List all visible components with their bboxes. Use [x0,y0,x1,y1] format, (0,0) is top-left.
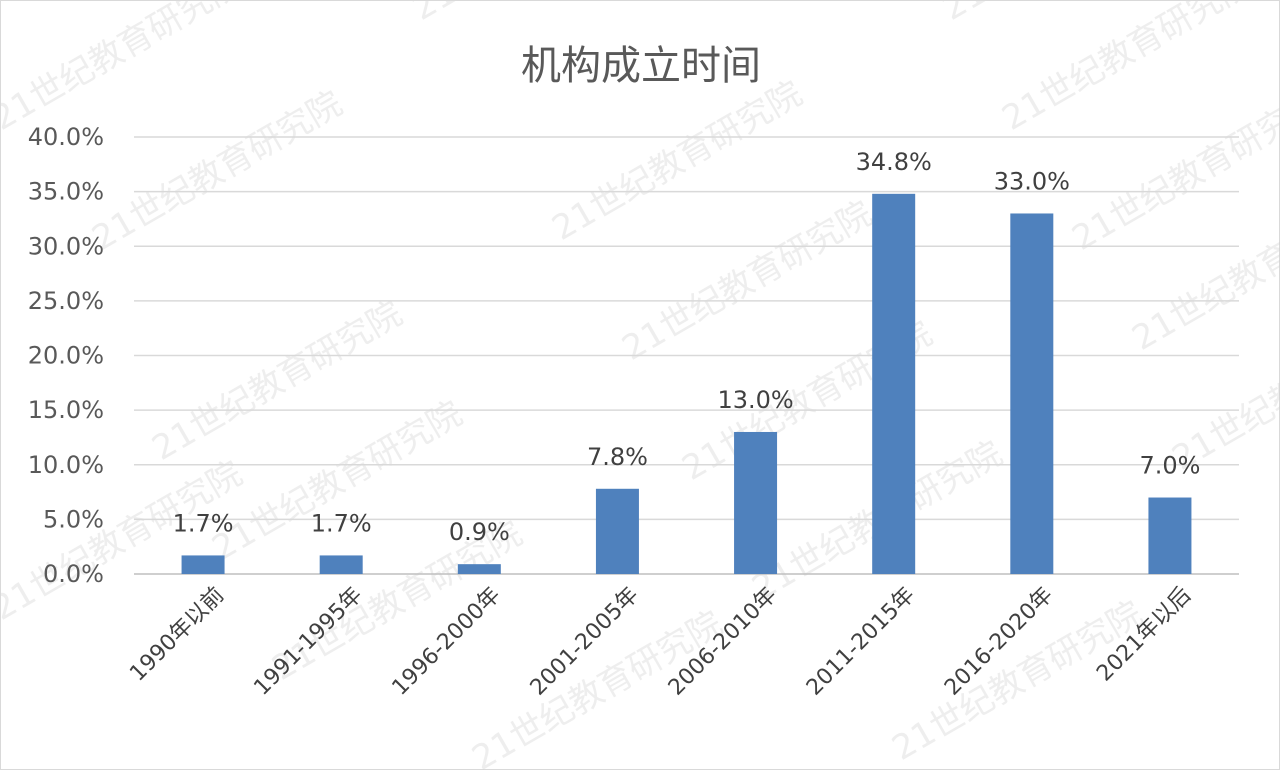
data-label: 34.8% [856,148,932,176]
y-axis-ticks: 0.0% 5.0% 10.0% 15.0% 20.0% 25.0% 30.0% 35.0% 40… [28,123,104,588]
y-tick-label: 35.0% [28,178,104,206]
watermark-text: 21世纪教育研究院 [616,194,880,369]
data-label: 13.0% [717,386,793,414]
y-tick-label: 30.0% [28,232,104,260]
bar [182,555,225,574]
watermark-text: 21世纪教育研究院 [1,1,249,139]
watermark-text: 21世纪教育研究院 [996,1,1260,139]
data-label: 7.8% [587,443,648,471]
category-label: 1990年以前 [125,583,229,687]
watermark-text: 21世纪教育研究院 [406,1,670,29]
data-label: 33.0% [994,167,1070,195]
category-label: 2011-2015年 [802,583,920,701]
y-tick-label: 10.0% [28,451,104,479]
y-tick-label: 5.0% [43,505,104,533]
bar [872,194,915,574]
y-tick-label: 25.0% [28,287,104,315]
data-label: 1.7% [311,509,372,537]
bar [320,555,363,574]
bar [458,564,501,574]
bar [1148,498,1191,574]
y-tick-label: 40.0% [28,123,104,151]
watermark-text: 21世纪教育研究院 [86,84,350,259]
bar [596,489,639,574]
chart-title: 机构成立时间 [521,43,761,89]
y-tick-label: 20.0% [28,342,104,370]
watermark-text: 21世纪教育研究院 [546,74,810,249]
watermark-text: 21世纪教育研究院 [1066,84,1280,259]
data-label: 7.0% [1139,452,1200,480]
y-tick-label: 0.0% [43,560,104,588]
bar [734,432,777,574]
data-label: 1.7% [173,509,234,537]
data-label: 0.9% [449,518,510,546]
bar [1010,213,1053,574]
y-tick-label: 15.0% [28,396,104,424]
